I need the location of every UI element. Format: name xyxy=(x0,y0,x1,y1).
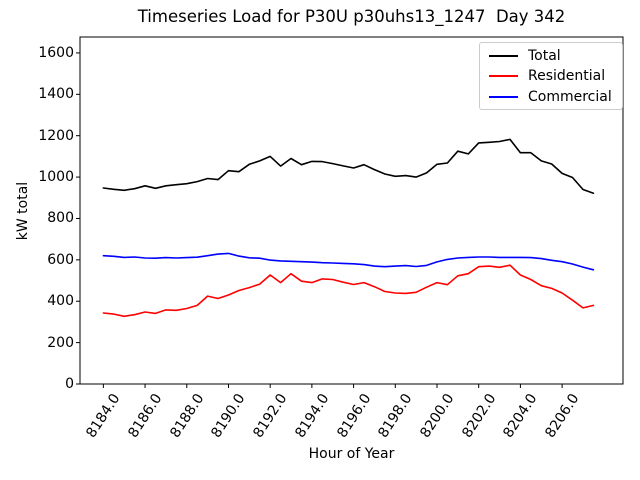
series-line-commercial xyxy=(102,252,595,271)
legend-entry-total: Total xyxy=(489,46,561,66)
chart-title: Timeseries Load for P30U p30uhs13_1247 D… xyxy=(137,7,566,26)
legend-label-residential: Residential xyxy=(528,68,606,84)
y-tick-label: 1000 xyxy=(38,169,74,186)
y-tick-label: 400 xyxy=(47,293,74,310)
x-axis-label: Hour of Year xyxy=(308,446,395,462)
legend-entry-residential: Residential xyxy=(489,66,605,86)
y-tick-label: 1400 xyxy=(38,86,74,103)
y-axis-label: kW total xyxy=(15,181,31,241)
total-line-swatch xyxy=(489,55,518,57)
y-tick-label: 1200 xyxy=(38,127,74,144)
legend-label-total: Total xyxy=(528,48,561,64)
residential-line-swatch xyxy=(489,75,518,77)
y-tick-label: 0 xyxy=(65,376,74,392)
series-line-residential xyxy=(102,264,595,318)
y-tick-label: 200 xyxy=(47,334,74,351)
y-tick-label: 800 xyxy=(47,210,74,227)
y-tick-label: 1600 xyxy=(38,44,74,61)
series-line-total xyxy=(102,138,595,194)
axes-frame xyxy=(79,36,624,385)
y-tick-label: 600 xyxy=(47,251,74,268)
commercial-line-swatch xyxy=(489,96,518,98)
legend-entry-commercial: Commercial xyxy=(489,87,612,107)
legend: Total Residential Commercial xyxy=(479,42,623,110)
legend-label-commercial: Commercial xyxy=(528,89,612,105)
